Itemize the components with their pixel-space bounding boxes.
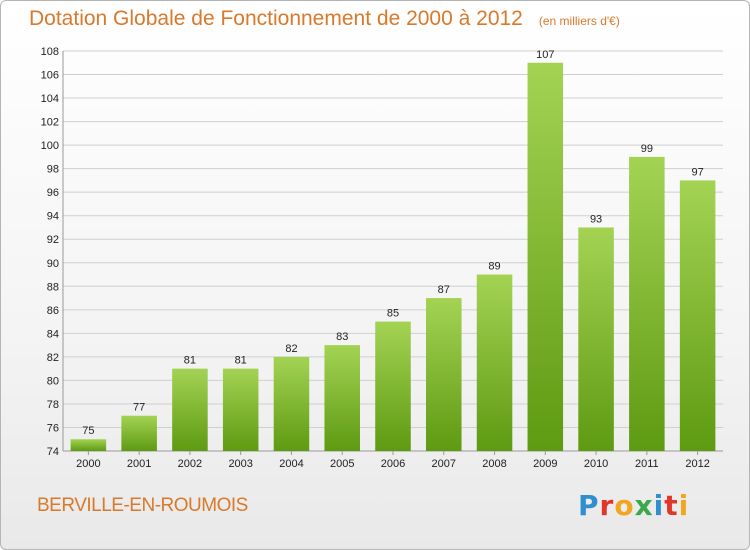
y-tick-label: 96 — [47, 187, 59, 199]
x-tick-label: 2001 — [127, 458, 151, 470]
bar — [121, 415, 157, 451]
bar — [70, 439, 107, 451]
bar — [375, 321, 411, 451]
proxiti-logo: Proxiti — [578, 489, 689, 522]
data-label: 93 — [590, 213, 602, 225]
x-tick-label: 2010 — [584, 458, 608, 470]
chart-title: Dotation Globale de Fonctionnement de 20… — [29, 7, 620, 31]
x-tick-label: 2012 — [685, 458, 709, 470]
y-tick-label: 108 — [41, 46, 59, 58]
y-tick-label: 104 — [41, 93, 59, 105]
x-tick-label: 2005 — [330, 458, 354, 470]
data-label: 81 — [184, 355, 196, 367]
x-tick-label: 2000 — [76, 458, 100, 470]
chart-title-text: Dotation Globale de Fonctionnement de 20… — [29, 7, 523, 30]
data-label: 89 — [488, 261, 500, 273]
y-tick-label: 100 — [41, 140, 59, 152]
y-tick-label: 74 — [47, 446, 59, 458]
bar — [679, 180, 716, 452]
bar-chart: 74 76 78 80 82 84 86 88 90 92 94 96 98 100 102 104 106 10… — [41, 46, 723, 470]
y-tick-label: 106 — [41, 70, 59, 82]
data-label: 82 — [285, 343, 297, 355]
y-tick-label: 82 — [47, 352, 59, 364]
logo-letter: P — [578, 489, 600, 522]
x-tick-label: 2006 — [381, 458, 405, 470]
municipality-name: BERVILLE-EN-ROUMOIS — [37, 495, 248, 516]
x-tick-label: 2004 — [279, 458, 303, 470]
data-label: 87 — [438, 284, 450, 296]
y-tick-label: 78 — [47, 399, 59, 411]
y-tick-label: 84 — [47, 328, 59, 340]
data-label: 83 — [336, 331, 348, 343]
data-label: 99 — [641, 143, 653, 155]
bar — [578, 227, 614, 451]
bar — [527, 62, 564, 451]
bar — [426, 298, 462, 451]
data-label: 77 — [133, 402, 145, 414]
chart-unit: (en milliers d'€) — [538, 14, 620, 28]
x-tick-label: 2008 — [482, 458, 506, 470]
data-label: 97 — [691, 166, 703, 178]
y-tick-label: 102 — [41, 117, 59, 129]
logo-letter: x — [634, 489, 654, 522]
logo-letter: o — [614, 489, 635, 522]
y-tick-label: 94 — [47, 211, 59, 223]
bar — [324, 345, 360, 451]
y-tick-label: 86 — [47, 305, 59, 317]
data-label: 75 — [82, 425, 94, 437]
y-tick-label: 80 — [47, 375, 59, 387]
bar — [273, 356, 310, 451]
logo-letter: r — [599, 489, 615, 522]
logo-letter: i — [678, 489, 690, 522]
x-tick-label: 2003 — [228, 458, 252, 470]
y-tick-label: 88 — [47, 281, 59, 293]
y-tick-label: 98 — [47, 164, 59, 176]
logo-letter: t — [664, 489, 679, 522]
data-label: 107 — [536, 49, 554, 61]
y-tick-label: 76 — [47, 422, 59, 434]
data-label: 81 — [235, 355, 247, 367]
y-tick-label: 90 — [47, 258, 59, 270]
x-tick-label: 2007 — [432, 458, 456, 470]
bar — [629, 156, 665, 451]
bar — [172, 368, 208, 451]
bar — [476, 274, 513, 451]
x-tick-label: 2002 — [178, 458, 202, 470]
bar — [222, 368, 259, 451]
x-tick-label: 2009 — [533, 458, 557, 470]
logo-letter: i — [653, 489, 665, 522]
x-tick-label: 2011 — [635, 458, 659, 470]
data-label: 85 — [387, 308, 399, 320]
y-tick-label: 92 — [47, 234, 59, 246]
